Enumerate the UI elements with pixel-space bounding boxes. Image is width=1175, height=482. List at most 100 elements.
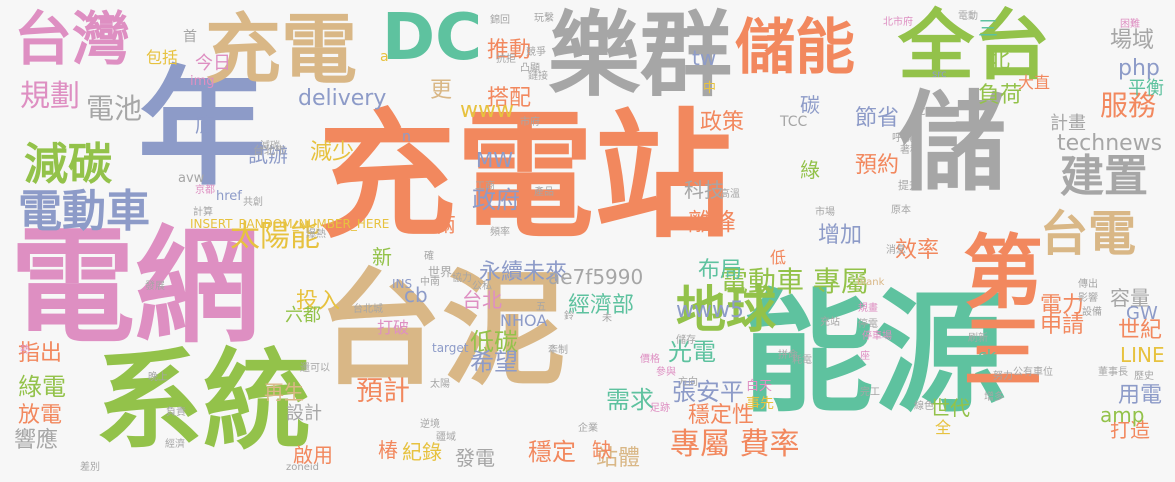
cloud-word: 低碳 (470, 328, 518, 356)
cloud-word: 鏈接 (528, 71, 548, 82)
cloud-word: 中南 (420, 277, 440, 288)
cloud-word: 世紀 (1118, 318, 1163, 343)
cloud-word: 增多 (984, 392, 1004, 403)
cloud-word: 台北市 (253, 144, 286, 157)
cloud-word: 充站 (820, 317, 840, 328)
cloud-word: 減碳 (260, 141, 280, 152)
cloud-word: 負責 (166, 407, 186, 418)
cloud-word: 電力 (1040, 293, 1085, 318)
cloud-word: 電動 (958, 11, 978, 22)
cloud-word: 價格 (640, 354, 660, 365)
cloud-word: 兩 (436, 213, 456, 237)
cloud-word: 穩定 (528, 438, 576, 466)
cloud-word: 呼籲 (892, 133, 912, 144)
cloud-word: 更 (430, 78, 453, 103)
cloud-word: 電網 (10, 215, 260, 360)
cloud-word: 科技 (684, 178, 724, 202)
cloud-word: 綠 (800, 158, 820, 182)
cloud-word: 未 (602, 313, 612, 324)
cloud-word: 事先 (746, 396, 774, 412)
cloud-word: TCC (780, 114, 808, 130)
cloud-word: 響應 (14, 428, 59, 453)
cloud-word: 用電 (1118, 383, 1163, 408)
cloud-word: 全 (935, 418, 952, 437)
cloud-word: 計算 (193, 207, 213, 218)
cloud-word: 歷史 (1134, 371, 1154, 382)
cloud-word: 發展 (145, 281, 165, 292)
cloud-word: 提升 (898, 179, 920, 192)
cloud-word: amp (1100, 403, 1145, 427)
cloud-word: 停電 (858, 319, 878, 330)
cloud-word: 電動車 專屬 (720, 265, 869, 298)
cloud-word: 負荷 (978, 83, 1023, 108)
cloud-word: 台電 (1040, 206, 1137, 262)
cloud-word: 公私 (472, 281, 492, 292)
cloud-word: 首 (183, 29, 197, 45)
cloud-word: 著稅 (900, 145, 920, 156)
cloud-word: 申請 (1040, 313, 1085, 338)
cloud-word: 永續未來 (479, 260, 568, 285)
cloud-word: 規畫 (858, 303, 878, 314)
cloud-word: 站體 (596, 446, 641, 471)
cloud-word: DC (382, 1, 483, 75)
cloud-word: 地球 (676, 281, 776, 339)
cloud-word: 疆域 (436, 432, 456, 443)
cloud-word: 布局 (698, 258, 743, 283)
cloud-word: 確 (424, 251, 434, 262)
cloud-word: 預計 (356, 376, 410, 407)
cloud-word: 刷新 (968, 333, 988, 344)
cloud-word: 高溫 (720, 189, 740, 200)
cloud-word: 市府 (520, 117, 540, 128)
cloud-word: 充電站 (318, 96, 733, 257)
cloud-word: 打造 (1110, 418, 1150, 442)
cloud-word: 儲 (898, 81, 1007, 206)
cloud-word: 新 (372, 245, 392, 269)
cloud-word: 離峰 (688, 208, 736, 236)
cloud-word: 希望 (470, 348, 518, 376)
cloud-word: zoneid (286, 462, 319, 473)
cloud-word: 經濟 (165, 439, 185, 450)
cloud-word: 完工 (860, 387, 880, 398)
cloud-word: 中 (703, 81, 717, 96)
cloud-word: 今日 (195, 53, 231, 74)
cloud-word: target (432, 341, 469, 355)
cloud-word: 世界 (428, 265, 453, 279)
cloud-word: 政策 (700, 110, 745, 135)
cloud-word: GW (1126, 303, 1158, 324)
cloud-word: LINE (1120, 343, 1165, 367)
cloud-word: 年 (138, 54, 267, 203)
cloud-word: 參與 (656, 367, 676, 378)
cloud-word: 企業 (578, 423, 598, 434)
cloud-word: img (190, 74, 215, 89)
cloud-word: 預約 (855, 153, 900, 178)
cloud-word: 世代 (930, 396, 970, 420)
cloud-word: php (1118, 56, 1160, 81)
cloud-word: avw (178, 171, 205, 186)
cloud-word: MW (476, 148, 514, 172)
cloud-word: 牽制 (548, 345, 568, 356)
cloud-word: 拼命 (778, 350, 798, 361)
cloud-word: 董事長 (1098, 367, 1128, 378)
cloud-word: 專屬 費率 (670, 427, 800, 462)
cloud-word: 六都 (285, 305, 321, 326)
cloud-word: 充電 (205, 5, 357, 94)
cloud-word: 指出 (18, 341, 63, 366)
cloud-word: 效率 (895, 238, 940, 263)
cloud-word: cb (404, 283, 428, 307)
cloud-word: 方向 (678, 377, 698, 388)
cloud-word: 耗電 (792, 355, 812, 366)
cloud-word: 推動 (487, 38, 532, 63)
cloud-word: 儲能 (735, 13, 855, 83)
cloud-word: 樂群 (548, 2, 733, 109)
cloud-word: 競爭 (526, 47, 546, 58)
cloud-word: 白天 (746, 379, 773, 394)
cloud-word: delivery (298, 86, 387, 111)
cloud-word: 搭配 (487, 86, 532, 111)
cloud-word: 政府 (472, 186, 520, 214)
cloud-word: 還可以 (300, 363, 330, 374)
cloud-word: 錦回 (490, 15, 510, 26)
cloud-word: 需求 (606, 386, 654, 414)
cloud-word: src (932, 69, 947, 80)
cloud-word: 三 (978, 16, 998, 40)
cloud-word: 包括 (146, 48, 179, 67)
